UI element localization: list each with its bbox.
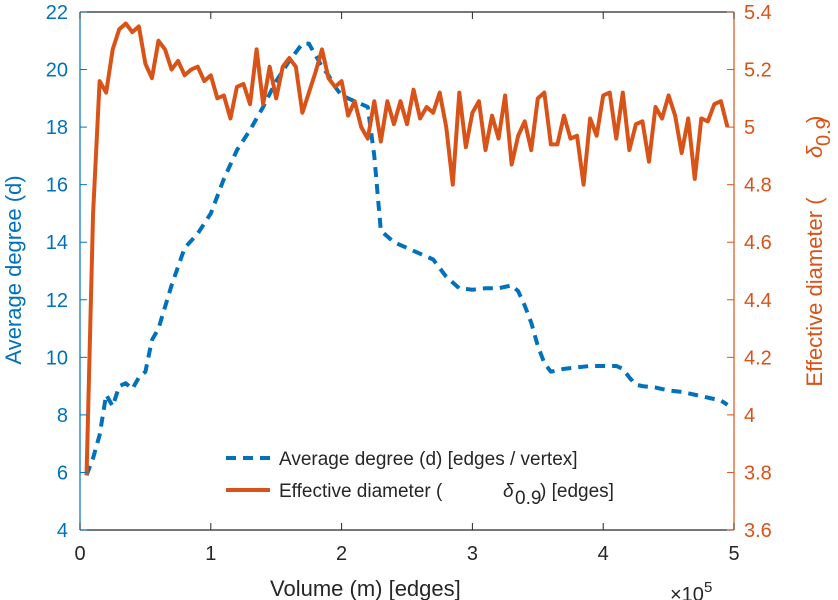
y-right-tick-label: 4.4: [744, 290, 772, 312]
y-left-tick-label: 4: [57, 520, 68, 542]
legend-label-effective-diameter: Effective diameter (: [279, 481, 443, 502]
y-right-axis-title-close: ): [802, 116, 827, 123]
legend-label-effective-diameter-close: ) [edges]: [540, 481, 614, 502]
x-tick-label: 4: [598, 543, 609, 565]
legend-box: [218, 438, 668, 508]
y-right-tick-label: 3.8: [744, 462, 772, 484]
axes-layer: [79, 11, 735, 531]
y-left-tick-label: 16: [46, 175, 68, 197]
legend-label-effective-diameter-symbol: δ: [503, 481, 514, 502]
y-left-tick-label: 12: [46, 290, 68, 312]
y-left-tick-label: 20: [46, 60, 68, 82]
legend-label-average-degree: Average degree (d) [edges / vertex]: [279, 449, 578, 470]
y-right-tick-label: 4.8: [744, 175, 772, 197]
y-left-tick-label: 8: [57, 405, 68, 427]
series-layer: [84, 21, 730, 477]
x-tick-label: 5: [728, 543, 739, 565]
x-axis-exponent: ×105: [670, 579, 712, 600]
y-right-tick-label: 4.2: [744, 347, 772, 369]
y-right-tick-label: 5.4: [744, 2, 772, 24]
tick-layer: 0 1 2 3 4 5468101214161820223.63.844.24.44.64…: [46, 2, 772, 565]
y-left-axis-title: Average degree (d): [1, 175, 26, 364]
y-right-axis-title-sub: 0.9: [813, 118, 835, 146]
y-right-tick-label: 5: [744, 117, 755, 139]
x-tick-label: 1: [205, 543, 216, 565]
y-left-tick-label: 14: [46, 232, 68, 254]
y-left-tick-label: 10: [46, 347, 68, 369]
legend: Average degree (d) [edges / vertex] Effe…: [218, 438, 668, 509]
x-axis-exponent-base: ×10: [670, 584, 704, 600]
y-left-tick-label: 18: [46, 117, 68, 139]
legend-label-effective-diameter-sub: 0.9: [515, 488, 541, 509]
series-line-average-degree: [84, 41, 729, 477]
y-right-axis-title-text: Effective diameter (: [802, 197, 827, 387]
x-tick-label: 3: [467, 543, 478, 565]
y-left-tick-label: 6: [57, 462, 68, 484]
y-right-axis-title: Effective diameter ( δ 0.9 ): [802, 116, 835, 387]
x-tick-label: 2: [336, 543, 347, 565]
y-right-axis-title-symbol: δ: [802, 145, 827, 158]
x-axis-exponent-power: 5: [704, 579, 712, 596]
y-right-tick-label: 4.6: [744, 232, 772, 254]
y-right-tick-label: 4: [744, 405, 755, 427]
series-line-effective-diameter: [84, 21, 730, 476]
y-right-tick-label: 5.2: [744, 60, 772, 82]
x-tick-label: 0: [74, 543, 85, 565]
y-left-tick-label: 22: [46, 2, 68, 24]
y-right-tick-label: 3.6: [744, 520, 772, 542]
x-axis-title: Volume (m) [edges]: [270, 576, 461, 600]
